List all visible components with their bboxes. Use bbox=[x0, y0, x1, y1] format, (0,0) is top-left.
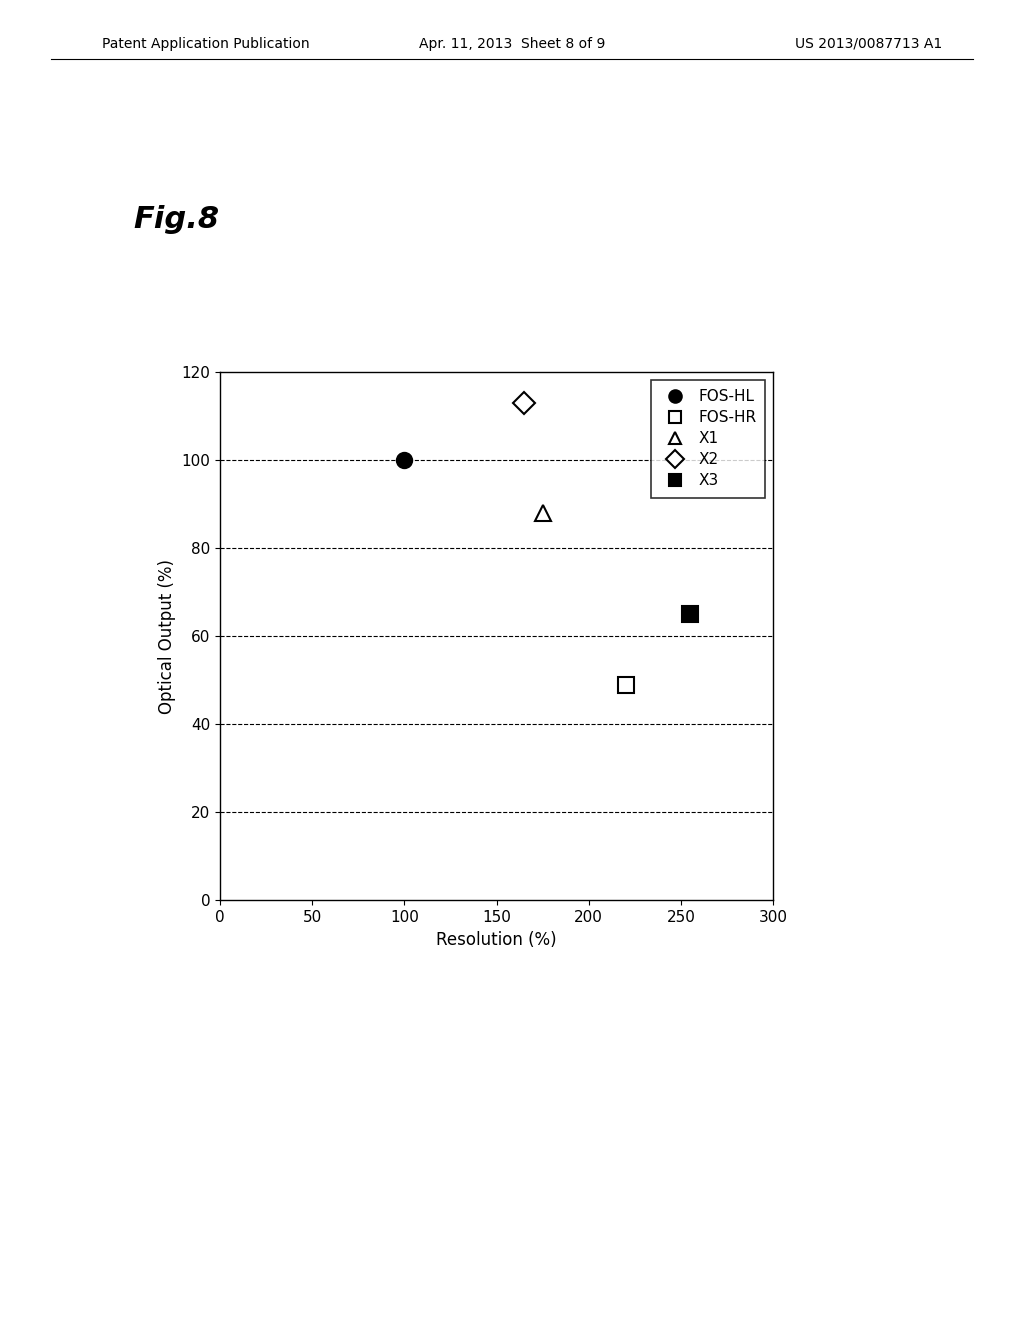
Text: Patent Application Publication: Patent Application Publication bbox=[102, 37, 310, 51]
Text: Apr. 11, 2013  Sheet 8 of 9: Apr. 11, 2013 Sheet 8 of 9 bbox=[419, 37, 605, 51]
Text: US 2013/0087713 A1: US 2013/0087713 A1 bbox=[795, 37, 942, 51]
Legend: FOS-HL, FOS-HR, X1, X2, X3: FOS-HL, FOS-HR, X1, X2, X3 bbox=[651, 380, 766, 498]
X-axis label: Resolution (%): Resolution (%) bbox=[436, 931, 557, 949]
Text: Fig.8: Fig.8 bbox=[133, 205, 219, 234]
Y-axis label: Optical Output (%): Optical Output (%) bbox=[158, 558, 176, 714]
